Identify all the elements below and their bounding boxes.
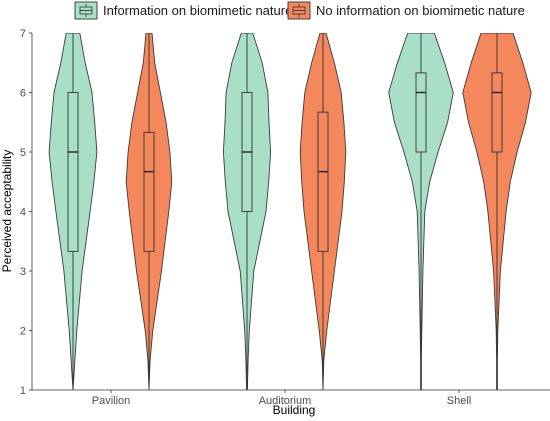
legend-item-1: Information on biomimetic nature xyxy=(74,1,292,20)
y-tick-label-1: 1 xyxy=(20,385,26,397)
box-pavilion-series-1 xyxy=(67,92,79,252)
y-tick-label-2: 2 xyxy=(20,326,26,338)
x-tick-label-pavilion: Pavilion xyxy=(92,395,131,407)
y-tick-label-5: 5 xyxy=(20,147,26,159)
legend-label-1: Information on biomimetic nature xyxy=(103,3,292,18)
box-shell-series-2 xyxy=(491,72,503,153)
box-shell-series-1 xyxy=(415,72,427,153)
legend-item-2: No information on biomimetic nature xyxy=(287,1,525,20)
y-axis-title: Perceived acceptability xyxy=(0,150,14,273)
y-axis: 1 2 3 4 5 6 7 xyxy=(20,28,33,397)
x-axis: Pavilion Auditorium Shell xyxy=(32,389,550,407)
y-tick-label-4: 4 xyxy=(20,207,26,219)
box-pavilion-series-2 xyxy=(143,131,155,252)
legend-label-2: No information on biomimetic nature xyxy=(316,3,525,18)
box-auditorium-series-2 xyxy=(317,111,329,252)
plot-area xyxy=(48,33,532,390)
plot-content xyxy=(48,33,532,390)
y-tick-label-6: 6 xyxy=(20,88,26,100)
x-tick-label-auditorium: Auditorium xyxy=(259,395,312,407)
y-tick-label-7: 7 xyxy=(20,28,26,40)
legend: Information on biomimetic nature No infor… xyxy=(74,1,525,20)
y-tick-label-3: 3 xyxy=(20,266,26,278)
x-axis-title: Building xyxy=(273,403,316,417)
x-tick-label-shell: Shell xyxy=(447,395,471,407)
